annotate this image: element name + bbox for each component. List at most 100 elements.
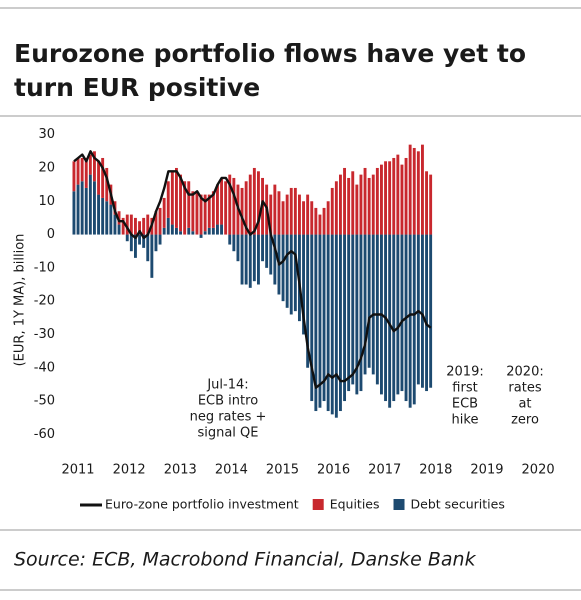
- bar: [306, 234, 310, 368]
- bar: [425, 234, 428, 392]
- bar: [191, 231, 195, 235]
- bar: [244, 181, 248, 235]
- bar: [166, 181, 170, 218]
- bar: [207, 227, 211, 235]
- bar: [421, 144, 424, 235]
- bar: [306, 194, 310, 235]
- bar: [310, 234, 314, 402]
- bar: [314, 207, 318, 235]
- bar: [199, 234, 203, 238]
- y-tick-label: 10: [38, 194, 55, 209]
- bar: [84, 187, 88, 235]
- bar: [412, 147, 416, 235]
- bar: [80, 181, 84, 235]
- bar: [289, 187, 293, 235]
- bar: [129, 214, 133, 235]
- bar: [101, 157, 105, 198]
- legend-label: Euro-zone portfolio investment: [105, 497, 299, 512]
- bar: [375, 234, 379, 385]
- bar: [347, 234, 351, 392]
- bar: [330, 234, 334, 415]
- y-tick-label: 20: [38, 160, 55, 175]
- bar: [170, 171, 174, 225]
- bar: [257, 171, 260, 235]
- x-tick-label: 2013: [164, 463, 197, 478]
- bar: [179, 174, 182, 232]
- x-tick-label: 2018: [419, 463, 452, 478]
- bar: [355, 234, 359, 395]
- bar: [248, 174, 252, 235]
- bar: [150, 234, 154, 278]
- bar: [179, 231, 182, 235]
- bar: [175, 167, 178, 228]
- bar: [293, 187, 297, 235]
- bar: [162, 197, 166, 228]
- bar: [252, 167, 256, 235]
- bar: [339, 234, 342, 412]
- bar: [343, 234, 346, 402]
- bar: [400, 164, 404, 235]
- bar: [252, 234, 256, 282]
- bar: [162, 227, 166, 235]
- bar: [416, 151, 420, 235]
- bar: [277, 191, 281, 235]
- bar: [404, 157, 408, 235]
- bar: [236, 234, 240, 262]
- bar: [298, 194, 301, 235]
- bar: [347, 177, 351, 235]
- bar: [339, 174, 342, 235]
- annotation: zero: [511, 413, 539, 428]
- bar: [125, 234, 129, 242]
- bar: [412, 234, 416, 405]
- bar: [117, 224, 121, 235]
- bar: [269, 194, 273, 235]
- bar: [183, 181, 187, 235]
- bar: [429, 174, 433, 235]
- bar: [351, 234, 355, 385]
- bar: [416, 234, 420, 385]
- bar: [318, 214, 322, 235]
- bar: [203, 231, 207, 235]
- bar: [228, 174, 232, 235]
- bar: [203, 194, 207, 232]
- bar: [113, 214, 117, 235]
- bar: [154, 211, 158, 235]
- x-tick-label: 2017: [368, 463, 401, 478]
- bar: [285, 234, 289, 308]
- bar: [408, 144, 412, 235]
- x-tick-label: 2015: [266, 463, 299, 478]
- bar: [76, 184, 80, 235]
- annotation: ECB: [452, 397, 478, 412]
- bar: [146, 214, 150, 235]
- bar: [281, 201, 285, 235]
- bar: [240, 187, 244, 235]
- bar: [134, 234, 137, 258]
- bar: [367, 234, 371, 368]
- bar: [97, 161, 100, 195]
- bar: [224, 181, 228, 235]
- bar: [154, 234, 158, 252]
- annotation: hike: [452, 413, 479, 428]
- y-axis-label: (EUR, 1Y MA), billion: [13, 234, 28, 367]
- bar: [121, 217, 125, 235]
- bar: [244, 234, 248, 285]
- bar: [330, 187, 334, 235]
- bar: [211, 191, 215, 228]
- bar: [355, 184, 359, 235]
- bar: [76, 157, 80, 185]
- bar: [363, 234, 367, 375]
- bar: [187, 227, 191, 235]
- bar: [408, 234, 412, 408]
- bar: [105, 201, 109, 235]
- x-tick-label: 2020: [522, 463, 555, 478]
- bar: [175, 227, 178, 235]
- y-tick-label: -60: [34, 427, 55, 442]
- bar: [396, 234, 400, 395]
- annotation: neg rates +: [190, 410, 267, 425]
- y-tick-label: -10: [34, 260, 55, 275]
- bar: [125, 214, 129, 235]
- bar: [134, 217, 137, 235]
- bar: [72, 161, 76, 192]
- bar: [322, 207, 326, 235]
